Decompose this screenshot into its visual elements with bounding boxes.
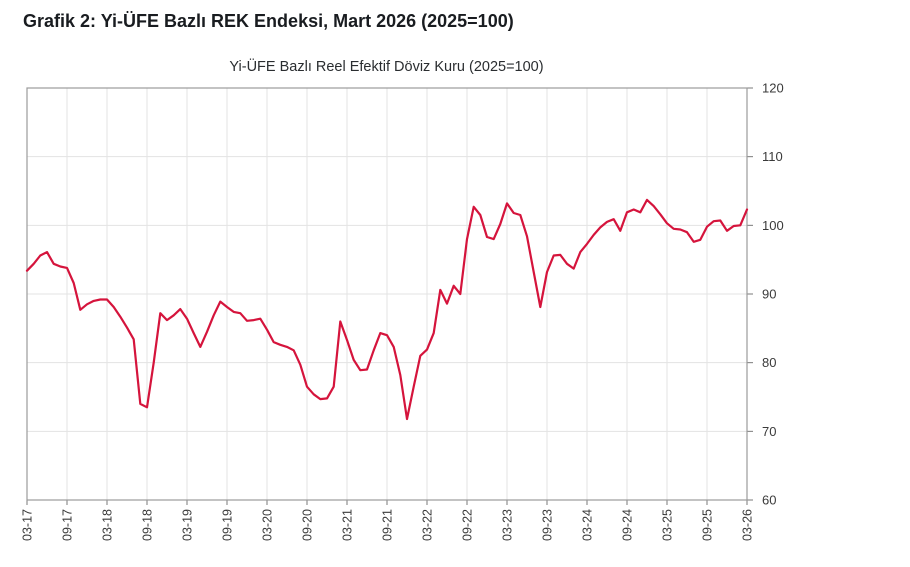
reer-data-line <box>25 198 749 421</box>
y-tick-label: 70 <box>762 424 776 439</box>
y-tick-label: 80 <box>762 355 776 370</box>
x-tick-label: 03-19 <box>181 509 195 541</box>
chart-title: Yi-ÜFE Bazlı Reel Efektif Döviz Kuru (20… <box>229 59 544 75</box>
y-tick-label: 120 <box>762 81 784 96</box>
x-tick-label: 09-18 <box>141 509 155 541</box>
x-tick-label: 03-18 <box>101 509 115 541</box>
x-tick-label: 09-19 <box>221 509 235 541</box>
y-tick-label: 110 <box>762 149 783 164</box>
x-tick-label: 03-26 <box>741 509 755 541</box>
x-tick-label: 09-21 <box>381 509 395 541</box>
x-tick-label: 03-25 <box>661 509 675 541</box>
page-title: Grafik 2: Yi-ÜFE Bazlı REK Endeksi, Mart… <box>23 11 514 31</box>
y-tick-label: 90 <box>762 287 776 302</box>
plot-border <box>26 87 748 501</box>
x-tick-label: 03-21 <box>341 509 355 541</box>
x-tick-label: 09-20 <box>301 509 315 541</box>
y-tick-label: 60 <box>762 493 776 508</box>
x-tick-label: 03-20 <box>261 509 275 541</box>
x-tick-label: 09-17 <box>61 509 75 541</box>
x-tick-label: 09-23 <box>541 509 555 541</box>
x-tick-label: 09-22 <box>461 509 475 541</box>
x-tick-label: 03-24 <box>581 509 595 541</box>
y-tick-label: 100 <box>762 218 784 233</box>
x-tick-label: 03-22 <box>421 509 435 541</box>
x-tick-label: 03-23 <box>501 509 515 541</box>
x-tick-label: 09-24 <box>621 509 635 541</box>
x-tick-label: 03-17 <box>21 509 35 541</box>
x-tick-label: 09-25 <box>701 509 715 541</box>
